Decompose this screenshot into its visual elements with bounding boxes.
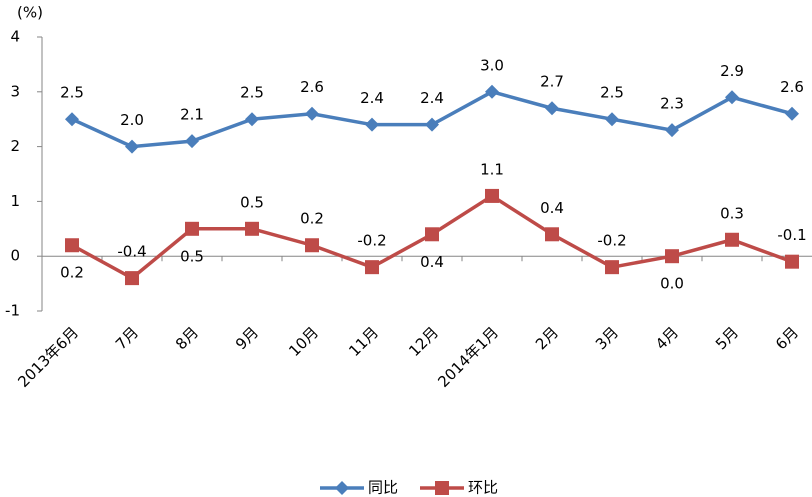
data-label: -0.2 [597, 232, 626, 250]
x-tick-label: 11月 [345, 323, 382, 360]
marker [605, 260, 619, 275]
legend-marker [435, 481, 449, 495]
data-label: 2.4 [360, 89, 384, 107]
marker [425, 117, 439, 132]
x-tick-label: 9月 [232, 323, 262, 353]
data-label: 2.3 [660, 95, 684, 113]
data-label: 2.6 [300, 78, 324, 96]
marker [125, 139, 139, 154]
marker [605, 112, 619, 127]
marker [365, 260, 379, 275]
x-tick-label: 6月 [772, 323, 802, 353]
marker [725, 232, 739, 247]
data-label: 2.6 [780, 78, 804, 96]
marker [545, 227, 559, 242]
marker [125, 271, 139, 286]
y-tick-label: 4 [10, 28, 20, 46]
y-tick-label: 1 [10, 192, 20, 210]
marker [485, 188, 499, 203]
marker [185, 134, 199, 149]
legend-label: 环比 [468, 479, 498, 497]
data-label: 1.1 [480, 160, 504, 178]
marker [545, 101, 559, 116]
marker [305, 106, 319, 121]
data-label: 0.2 [60, 264, 84, 282]
x-tick-label: 2014年1月 [434, 323, 502, 391]
marker [185, 221, 199, 236]
marker [785, 106, 799, 121]
x-tick-label: 3月 [592, 323, 622, 353]
marker [785, 254, 799, 269]
x-tick-label: 8月 [172, 323, 202, 353]
data-label: 2.4 [420, 89, 444, 107]
x-tick-label: 4月 [652, 323, 682, 353]
y-tick-label: 0 [10, 247, 20, 265]
y-tick-label: 3 [10, 82, 20, 100]
marker [665, 249, 679, 264]
marker [665, 123, 679, 138]
marker [425, 227, 439, 242]
data-label: 2.1 [180, 106, 204, 124]
data-label: 2.5 [600, 84, 624, 102]
data-label: 2.5 [240, 84, 264, 102]
y-tick-label: -1 [5, 302, 20, 320]
x-tick-label: 10月 [285, 323, 322, 360]
data-label: 3.0 [480, 56, 504, 74]
x-tick-label: 7月 [112, 323, 142, 353]
data-label: 0.5 [240, 193, 264, 211]
data-label: 0.4 [540, 199, 564, 217]
data-label: -0.1 [777, 226, 806, 244]
x-tick-label: 2月 [532, 323, 562, 353]
x-tick-label: 5月 [712, 323, 742, 353]
x-tick-label: 2013年6月 [14, 323, 82, 391]
data-label: 0.2 [300, 210, 324, 228]
data-label: 0.4 [420, 253, 444, 271]
data-label: 0.5 [180, 247, 204, 265]
y-axis-label: (%) [17, 4, 43, 22]
legend-marker [335, 481, 349, 495]
y-tick-label: 2 [10, 137, 20, 155]
legend-label: 同比 [368, 479, 398, 497]
data-label: 0.3 [720, 204, 744, 222]
marker [365, 117, 379, 132]
marker [65, 238, 79, 253]
data-label: 2.5 [60, 84, 84, 102]
marker [485, 84, 499, 99]
data-label: 0.0 [660, 275, 684, 293]
data-label: 2.0 [120, 111, 144, 129]
data-label: -0.4 [117, 243, 146, 261]
data-label: 2.9 [720, 62, 744, 80]
data-label: 2.7 [540, 73, 564, 91]
data-label: -0.2 [357, 232, 386, 250]
marker [65, 112, 79, 127]
x-tick-label: 12月 [405, 323, 442, 360]
marker [245, 221, 259, 236]
marker [725, 90, 739, 105]
marker [305, 238, 319, 253]
marker [245, 112, 259, 127]
